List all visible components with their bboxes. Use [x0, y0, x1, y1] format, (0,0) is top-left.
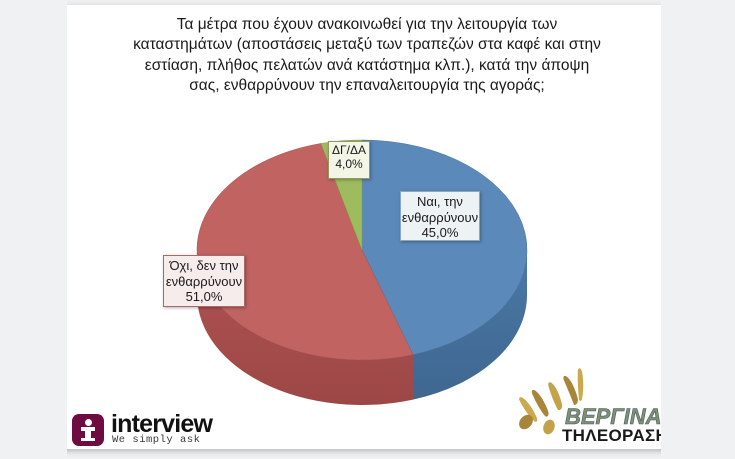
svg-text:ΤΗΛΕΟΡΑΣΗ: ΤΗΛΕΟΡΑΣΗ: [562, 426, 668, 445]
